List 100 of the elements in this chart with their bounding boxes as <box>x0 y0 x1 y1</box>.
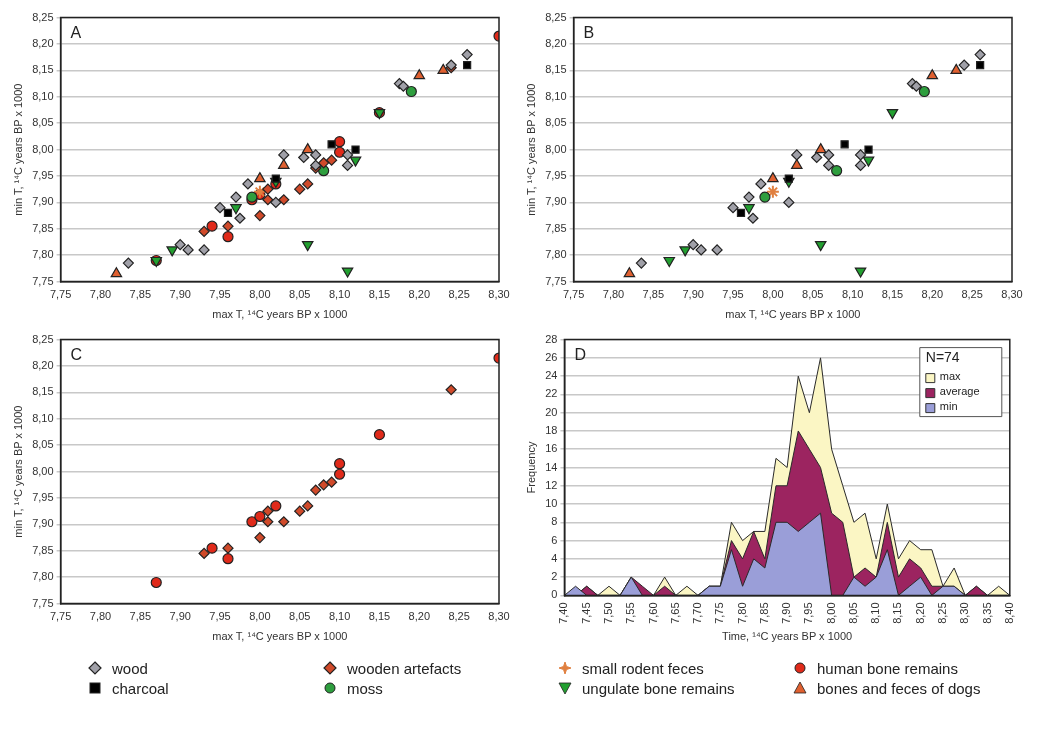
x-tick-label: 7,70 <box>691 602 704 624</box>
y-tick-label: 20 <box>545 405 558 418</box>
y-tick-label: 8 <box>551 515 558 528</box>
x-tick-label: 7,90 <box>780 602 793 624</box>
legend-label: max <box>939 370 962 383</box>
chart-title: C <box>70 346 83 364</box>
y-tick-label: 8,00 <box>32 464 54 477</box>
y-tick-label: 7,80 <box>32 248 54 261</box>
x-tick-label: 8,10 <box>841 288 864 301</box>
legend-label: wood <box>112 659 148 677</box>
y-tick-label: 7,75 <box>32 274 54 287</box>
x-tick-label: 7,75 <box>713 602 726 624</box>
x-tick-label: 8,00 <box>249 610 271 623</box>
y-tick-label: 18 <box>545 423 558 436</box>
x-tick-label: 7,85 <box>129 288 152 301</box>
x-tick-label: 8,25 <box>448 288 470 301</box>
legend-label: average <box>939 385 980 398</box>
x-tick-label: 7,95 <box>722 288 744 301</box>
x-tick-label: 7,75 <box>562 288 585 301</box>
x-tick-label: 8,00 <box>824 602 837 624</box>
x-tick-label: 8,30 <box>1001 288 1023 301</box>
legend-label: small rodent feces <box>582 659 704 677</box>
y-tick-label: 8,25 <box>32 10 54 23</box>
x-tick-label: 8,20 <box>921 288 943 301</box>
y-tick-label: 10 <box>545 497 558 510</box>
y-tick-label: 7,95 <box>32 169 54 182</box>
y-tick-label: 22 <box>545 387 558 400</box>
chart-title: D <box>574 346 586 364</box>
x-tick-label: 8,30 <box>488 288 510 301</box>
y-tick-label: 7,80 <box>32 570 54 583</box>
y-tick-label: 8,15 <box>32 63 54 76</box>
y-tick-label: 0 <box>551 588 558 601</box>
x-tick-label: 8,15 <box>368 610 391 623</box>
x-tick-label: 7,65 <box>668 602 681 624</box>
y-tick-label: 14 <box>545 460 558 473</box>
x-tick-label: 7,75 <box>49 610 72 623</box>
y-tick-label: 8,05 <box>32 116 54 129</box>
x-axis-title: max T, ¹⁴C years BP x 1000 <box>725 308 861 321</box>
y-tick-label: 2 <box>551 570 558 583</box>
x-tick-label: 8,10 <box>328 288 351 301</box>
legend-label: wooden artefacts <box>347 659 462 677</box>
x-tick-label: 7,95 <box>209 288 231 301</box>
x-tick-label: 8,25 <box>936 602 949 624</box>
x-tick-label: 8,05 <box>289 610 311 623</box>
y-tick-label: 8,15 <box>32 385 54 398</box>
legend-label: bones and feces of dogs <box>817 679 981 697</box>
x-tick-label: 8,05 <box>289 288 311 301</box>
y-tick-label: 8,00 <box>32 142 54 155</box>
y-tick-label: 8,20 <box>32 37 54 50</box>
legend-label: ungulate bone remains <box>582 679 735 697</box>
y-tick-label: 8,20 <box>545 37 567 50</box>
x-axis-title: Time, ¹⁴C years BP x 1000 <box>722 630 853 643</box>
x-tick-label: 8,00 <box>249 288 271 301</box>
x-tick-label: 7,95 <box>209 610 231 623</box>
x-tick-label: 7,50 <box>602 602 614 624</box>
x-tick-label: 8,25 <box>961 288 983 301</box>
x-tick-label: 8,35 <box>980 602 993 624</box>
y-tick-label: 8,25 <box>545 10 567 23</box>
x-tick-label: 7,80 <box>735 602 748 624</box>
y-tick-label: 28 <box>545 332 558 345</box>
y-axis-title: min T, ¹⁴C years BP x 1000 <box>11 405 24 538</box>
y-tick-label: 7,95 <box>545 169 567 182</box>
x-tick-label: 8,30 <box>958 602 971 624</box>
y-tick-label: 6 <box>551 533 558 546</box>
x-tick-label: 8,05 <box>846 602 859 624</box>
x-tick-label: 8,10 <box>328 610 351 623</box>
x-tick-label: 7,80 <box>602 288 625 301</box>
legend-label: min <box>939 400 958 413</box>
y-tick-label: 7,95 <box>32 491 54 504</box>
y-tick-label: 7,85 <box>32 543 54 556</box>
x-tick-label: 8,25 <box>448 610 470 623</box>
x-tick-label: 7,85 <box>129 610 152 623</box>
chart-title: A <box>70 24 82 42</box>
legend-title: N=74 <box>925 349 960 366</box>
y-tick-label: 24 <box>545 369 558 382</box>
x-tick-label: 7,90 <box>169 288 191 301</box>
x-axis-title: max T, ¹⁴C years BP x 1000 <box>212 630 348 643</box>
x-tick-label: 7,90 <box>169 610 191 623</box>
x-tick-label: 8,15 <box>891 602 904 624</box>
x-tick-label: 8,20 <box>408 288 430 301</box>
x-tick-label: 8,20 <box>913 602 926 624</box>
x-tick-label: 7,45 <box>579 602 592 624</box>
y-axis-title: Frequency <box>524 441 537 494</box>
y-axis-title: min T, ¹⁴C years BP x 1000 <box>11 83 24 216</box>
x-tick-label: 8,10 <box>869 602 882 624</box>
x-tick-label: 7,75 <box>49 288 72 301</box>
y-tick-label: 8,05 <box>545 116 567 129</box>
y-tick-label: 7,90 <box>32 517 54 530</box>
x-tick-label: 7,40 <box>557 602 570 624</box>
legend-label: charcoal <box>112 679 169 697</box>
y-tick-label: 7,85 <box>32 221 54 234</box>
x-tick-label: 8,05 <box>802 288 824 301</box>
x-tick-label: 7,95 <box>802 602 815 624</box>
y-tick-label: 8,05 <box>32 438 54 451</box>
y-tick-label: 7,80 <box>545 248 567 261</box>
y-tick-label: 26 <box>545 350 558 363</box>
y-tick-label: 8,10 <box>32 411 54 424</box>
y-tick-label: 4 <box>551 551 558 564</box>
x-tick-label: 8,30 <box>488 610 510 623</box>
legend-label: moss <box>347 679 383 697</box>
